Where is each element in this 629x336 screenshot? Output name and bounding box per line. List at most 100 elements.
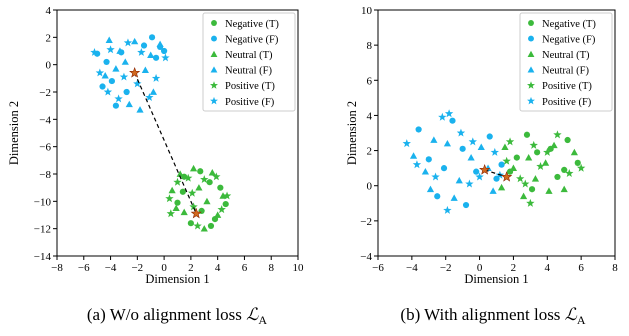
data-point bbox=[140, 42, 148, 49]
legend-label: Neutral (F) bbox=[225, 66, 272, 77]
data-point bbox=[166, 209, 175, 218]
data-point bbox=[95, 68, 105, 77]
data-point bbox=[103, 58, 110, 66]
x-tick-label: 8 bbox=[268, 262, 274, 274]
data-point bbox=[459, 145, 466, 152]
data-point bbox=[125, 100, 133, 108]
data-point bbox=[123, 38, 133, 47]
legend-marker bbox=[210, 81, 218, 89]
y-tick-label: −8 bbox=[39, 169, 51, 181]
data-point bbox=[203, 197, 211, 205]
data-point bbox=[531, 175, 540, 182]
data-point bbox=[208, 169, 216, 176]
data-point bbox=[525, 154, 533, 161]
x-tick-label: −4 bbox=[105, 262, 117, 274]
data-point bbox=[497, 183, 506, 191]
data-point bbox=[207, 222, 215, 230]
data-point bbox=[475, 172, 484, 181]
data-point bbox=[449, 117, 456, 124]
legend-marker bbox=[527, 81, 535, 89]
data-point bbox=[430, 136, 438, 143]
data-point bbox=[149, 88, 157, 95]
y-tick-label: 4 bbox=[367, 110, 373, 122]
data-point bbox=[467, 154, 475, 161]
caption-loss-symbol: ℒ bbox=[565, 305, 578, 324]
data-point bbox=[99, 83, 106, 90]
y-tick-label: 6 bbox=[367, 75, 373, 87]
x-tick-label: 8 bbox=[612, 262, 618, 274]
data-point bbox=[136, 106, 144, 113]
legend-label: Neutral (T) bbox=[542, 50, 590, 61]
data-point bbox=[151, 73, 161, 82]
data-point bbox=[541, 159, 550, 166]
data-point bbox=[443, 205, 452, 214]
y-tick-label: −4 bbox=[360, 251, 372, 263]
data-point bbox=[173, 177, 182, 186]
plot-frame bbox=[377, 9, 616, 257]
y-tick-label: −14 bbox=[34, 251, 52, 263]
data-point bbox=[189, 164, 198, 172]
data-point bbox=[90, 47, 99, 56]
data-point bbox=[222, 191, 232, 200]
x-tick-label: −2 bbox=[440, 262, 452, 274]
x-tick-label: −6 bbox=[78, 262, 90, 274]
data-point bbox=[502, 156, 511, 165]
data-point bbox=[560, 185, 568, 193]
legend-box bbox=[519, 12, 613, 112]
data-point bbox=[148, 34, 156, 41]
x-tick-label: 2 bbox=[188, 262, 194, 274]
data-point bbox=[425, 156, 432, 163]
legend-label: Neutral (T) bbox=[225, 50, 273, 61]
data-point bbox=[516, 174, 525, 183]
caption-loss-subscript: A bbox=[258, 313, 267, 327]
data-point bbox=[574, 159, 581, 166]
subfigure-caption: (a) W/o alignment loss ℒA bbox=[87, 305, 268, 327]
data-point bbox=[114, 94, 123, 103]
data-point bbox=[101, 72, 109, 79]
data-point bbox=[112, 65, 120, 72]
y-tick-label: 4 bbox=[46, 5, 52, 17]
x-tick-label: 6 bbox=[578, 262, 584, 274]
data-point bbox=[402, 139, 411, 148]
legend-marker bbox=[211, 20, 217, 26]
x-tick-label: −4 bbox=[406, 262, 418, 274]
data-point bbox=[415, 126, 422, 133]
x-tick-label: −2 bbox=[131, 262, 143, 274]
anchor-connector bbox=[134, 72, 197, 214]
x-tick-label: 4 bbox=[215, 262, 221, 274]
data-point bbox=[450, 194, 458, 201]
data-points bbox=[402, 109, 586, 214]
data-point bbox=[219, 192, 227, 199]
data-point bbox=[197, 168, 204, 175]
data-point bbox=[438, 112, 447, 121]
data-point bbox=[473, 168, 480, 175]
data-point bbox=[165, 194, 174, 203]
data-point bbox=[123, 88, 130, 96]
y-tick-label: 2 bbox=[367, 146, 373, 158]
legend-box bbox=[202, 12, 296, 112]
x-tick-label: −6 bbox=[372, 262, 384, 274]
data-point bbox=[501, 143, 509, 150]
data-point bbox=[214, 211, 222, 218]
data-point bbox=[217, 184, 224, 191]
data-point bbox=[440, 165, 448, 172]
data-point bbox=[172, 204, 180, 212]
x-tick-label: 6 bbox=[242, 262, 248, 274]
data-point bbox=[189, 202, 198, 211]
anchor-connector bbox=[484, 169, 507, 178]
data-point bbox=[462, 201, 470, 209]
data-point bbox=[116, 47, 124, 54]
anchor-point bbox=[479, 164, 491, 175]
legend-marker bbox=[527, 50, 535, 57]
data-point bbox=[188, 188, 197, 197]
data-point bbox=[212, 172, 221, 181]
data-point bbox=[145, 93, 154, 102]
data-point bbox=[156, 40, 164, 48]
legend-marker bbox=[210, 96, 218, 105]
data-point bbox=[489, 187, 497, 194]
y-tick-label: −12 bbox=[34, 224, 51, 236]
legend-marker bbox=[528, 35, 534, 42]
data-point bbox=[412, 160, 422, 169]
data-point bbox=[147, 51, 155, 58]
